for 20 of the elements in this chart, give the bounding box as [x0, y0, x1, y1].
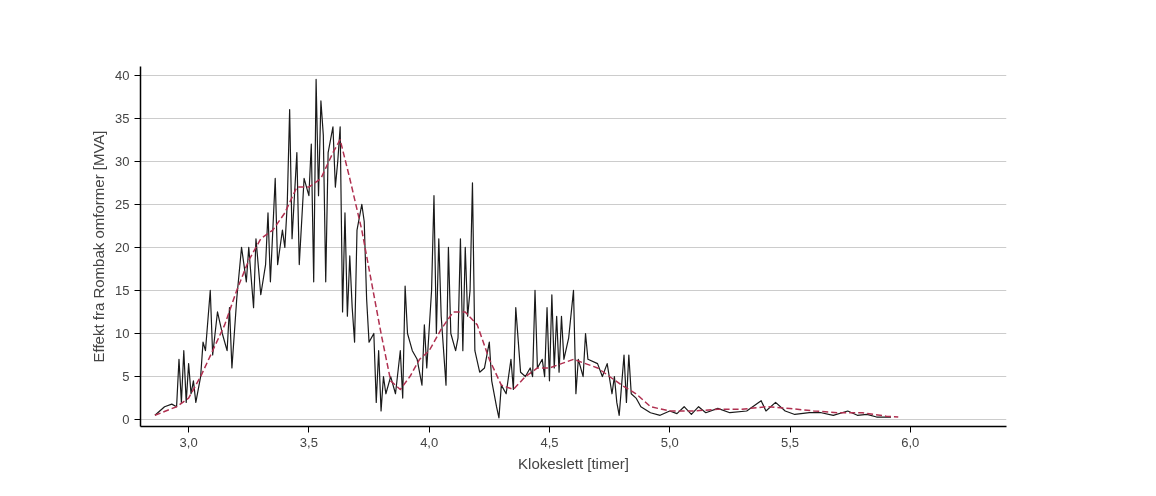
y-tick-label: 35 — [115, 110, 130, 126]
x-tick-label: 4,5 — [540, 434, 559, 450]
x-tick-label: 6,0 — [901, 434, 920, 450]
y-tick-label: 40 — [115, 67, 130, 83]
y-axis-title: Effekt fra Rombak omformer [MVA] — [90, 130, 108, 363]
line-series — [154, 138, 899, 418]
line-series — [154, 78, 892, 419]
y-tick-label: 15 — [115, 282, 130, 298]
x-tick-label: 5,5 — [780, 434, 800, 450]
x-tick-label: 3,5 — [299, 434, 318, 450]
y-tick-label: 10 — [115, 325, 130, 341]
y-tick-label: 5 — [122, 369, 130, 385]
y-tick-label: 25 — [115, 196, 130, 212]
y-tick-label: 20 — [115, 239, 130, 255]
x-tick-label: 3,0 — [179, 434, 198, 450]
y-tick-label: 30 — [115, 153, 130, 169]
x-axis-title: Klokeslett [timer] — [518, 454, 629, 472]
x-tick-label: 5,0 — [660, 434, 679, 450]
y-tick-label: 0 — [122, 412, 130, 428]
x-tick-label: 4,0 — [420, 434, 439, 450]
